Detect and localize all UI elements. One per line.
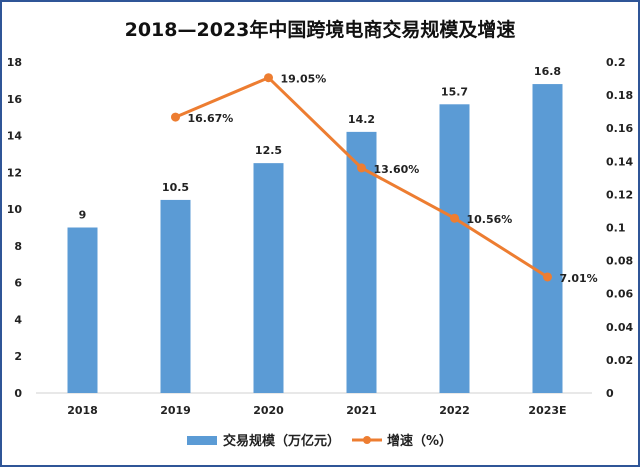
right-axis-tick: 0.12: [606, 188, 633, 201]
bar-data-label: 16.8: [534, 65, 561, 78]
left-axis-tick: 12: [7, 166, 22, 179]
left-axis-tick: 14: [7, 130, 23, 143]
growth-point: [171, 112, 180, 122]
right-axis-tick: 0.02: [606, 354, 633, 367]
right-axis-tick: 0: [606, 387, 614, 400]
legend-label-bar: 交易规模（万亿元）: [223, 433, 340, 449]
line-data-label: 10.56%: [467, 213, 513, 226]
legend: 交易规模（万亿元） 增速（%）: [187, 433, 452, 449]
left-axis-tick: 2: [14, 350, 22, 363]
left-axis-tick: 18: [7, 56, 22, 69]
left-axis-tick: 16: [7, 93, 23, 106]
bar-data-label: 14.2: [348, 113, 375, 126]
left-axis-tick: 0: [14, 387, 22, 400]
x-axis-tick: 2022: [439, 404, 470, 417]
growth-point: [543, 272, 552, 282]
left-axis-tick: 4: [14, 313, 22, 326]
right-axis-tick: 0.1: [606, 222, 626, 235]
bar-data-label: 15.7: [441, 85, 468, 98]
bar: [439, 104, 470, 394]
bar: [67, 227, 98, 393]
bar: [532, 84, 563, 394]
x-axis-tick: 2018: [67, 404, 98, 417]
legend-label-line: 增速（%）: [387, 433, 452, 449]
legend-swatch-bar: [187, 436, 217, 445]
bar-data-label: 9: [79, 209, 87, 222]
bar: [253, 163, 284, 393]
line-data-label: 7.01%: [560, 272, 598, 285]
right-axis-tick: 0.04: [606, 321, 633, 334]
growth-point: [450, 213, 459, 223]
right-axis-tick: 0.06: [606, 288, 633, 301]
line-data-label: 16.67%: [188, 112, 234, 125]
line-data-label: 19.05%: [281, 73, 327, 86]
bar-data-label: 12.5: [255, 144, 282, 157]
x-axis-tick: 2020: [253, 404, 284, 417]
growth-point: [264, 73, 273, 83]
x-axis-tick: 2019: [160, 404, 191, 417]
x-axis-tick: 2023E: [528, 404, 566, 417]
bar: [160, 199, 191, 393]
right-axis-tick: 0.18: [606, 89, 633, 102]
left-axis-tick: 8: [14, 240, 22, 253]
legend-marker: [363, 436, 371, 444]
right-axis-tick: 0.2: [606, 56, 626, 69]
bar: [346, 131, 377, 393]
right-axis-tick: 0.16: [606, 122, 633, 135]
right-axis-tick: 0.14: [606, 155, 633, 168]
left-axis-tick: 10: [7, 203, 23, 216]
bar-data-label: 10.5: [162, 181, 189, 194]
line-data-label: 13.60%: [374, 163, 420, 176]
left-axis-tick: 6: [14, 277, 22, 290]
right-axis-tick: 0.08: [606, 255, 633, 268]
growth-point: [357, 163, 366, 173]
x-axis-tick: 2021: [346, 404, 377, 417]
chart-title: 2018—2023年中国跨境电商交易规模及增速: [125, 18, 516, 41]
